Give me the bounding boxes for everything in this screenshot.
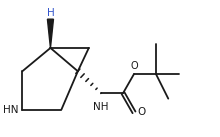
Text: O: O [138, 107, 146, 117]
Text: HN: HN [3, 105, 18, 115]
Text: NH: NH [93, 102, 109, 112]
Text: O: O [130, 61, 138, 71]
Polygon shape [48, 19, 53, 48]
Text: H: H [47, 8, 54, 18]
